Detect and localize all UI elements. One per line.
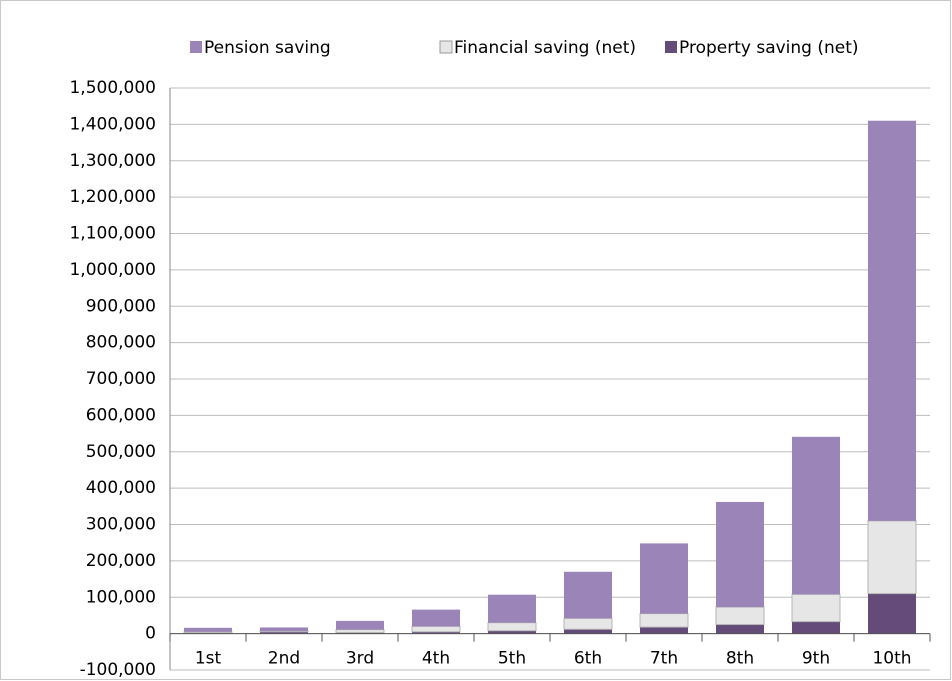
bar-segment <box>791 593 841 623</box>
legend-label: Property saving (net) <box>679 38 859 58</box>
bar-segment <box>412 631 460 634</box>
bar-segment <box>335 629 385 634</box>
bar-segment <box>412 609 460 627</box>
bar-segment <box>564 629 612 634</box>
bar-segment <box>564 571 612 619</box>
y-tick-label: 1,200,000 <box>69 187 156 207</box>
bar-segment <box>488 594 536 623</box>
y-tick-label: 1,500,000 <box>69 78 156 98</box>
legend-swatch <box>439 40 453 54</box>
x-tick-label: 10th <box>872 649 911 669</box>
bar-segment <box>792 436 840 595</box>
y-tick-label: 400,000 <box>86 478 156 498</box>
legend-label: Financial saving (net) <box>454 38 636 58</box>
x-tick-label: 4th <box>422 649 450 669</box>
bar-segment <box>715 606 765 626</box>
bar-segment <box>487 622 537 632</box>
y-tick-label: 300,000 <box>86 515 156 535</box>
bar-segment <box>563 617 613 630</box>
y-tick-label: 1,100,000 <box>69 224 156 244</box>
legend-swatch <box>190 41 202 53</box>
bar-segment <box>260 631 308 634</box>
y-tick-label: 200,000 <box>86 551 156 571</box>
y-tick-label: 1,000,000 <box>69 260 156 280</box>
x-tick-label: 7th <box>650 649 678 669</box>
bar-segment <box>716 624 764 634</box>
y-tick-label: 0 <box>145 624 156 644</box>
bar-segment <box>640 627 688 634</box>
bar-segment <box>336 620 384 630</box>
x-tick-label: 8th <box>726 649 754 669</box>
bar-segment <box>260 627 308 632</box>
bar-segment <box>640 543 688 614</box>
bar-segment <box>639 613 689 628</box>
bar-segment <box>867 520 917 595</box>
legend-swatch <box>665 41 677 53</box>
bar-segment <box>792 621 840 634</box>
x-tick-label: 6th <box>574 649 602 669</box>
y-tick-label: 900,000 <box>86 296 156 316</box>
y-tick-label: 1,300,000 <box>69 151 156 171</box>
y-tick-label: 100,000 <box>86 587 156 607</box>
y-tick-label: 800,000 <box>86 333 156 353</box>
legend-label: Pension saving <box>204 38 331 58</box>
bar-segment <box>259 630 309 633</box>
bar-segment <box>411 625 461 633</box>
bar-segment <box>716 501 764 608</box>
x-tick-label: 5th <box>498 649 526 669</box>
bar-segment <box>488 630 536 634</box>
y-tick-label: 1,400,000 <box>69 114 156 134</box>
x-tick-label: 2nd <box>268 649 300 669</box>
y-tick-label: -100,000 <box>80 660 156 680</box>
x-tick-label: 9th <box>802 649 830 669</box>
bar-segment <box>868 593 916 634</box>
bar-segment <box>868 120 916 521</box>
x-tick-label: 1st <box>195 649 222 669</box>
y-tick-label: 600,000 <box>86 405 156 425</box>
bar-segment <box>336 632 384 634</box>
bar-segment <box>184 627 232 632</box>
y-tick-label: 700,000 <box>86 369 156 389</box>
y-tick-label: 500,000 <box>86 442 156 462</box>
x-tick-label: 3rd <box>346 649 374 669</box>
bar-segment <box>183 631 233 634</box>
